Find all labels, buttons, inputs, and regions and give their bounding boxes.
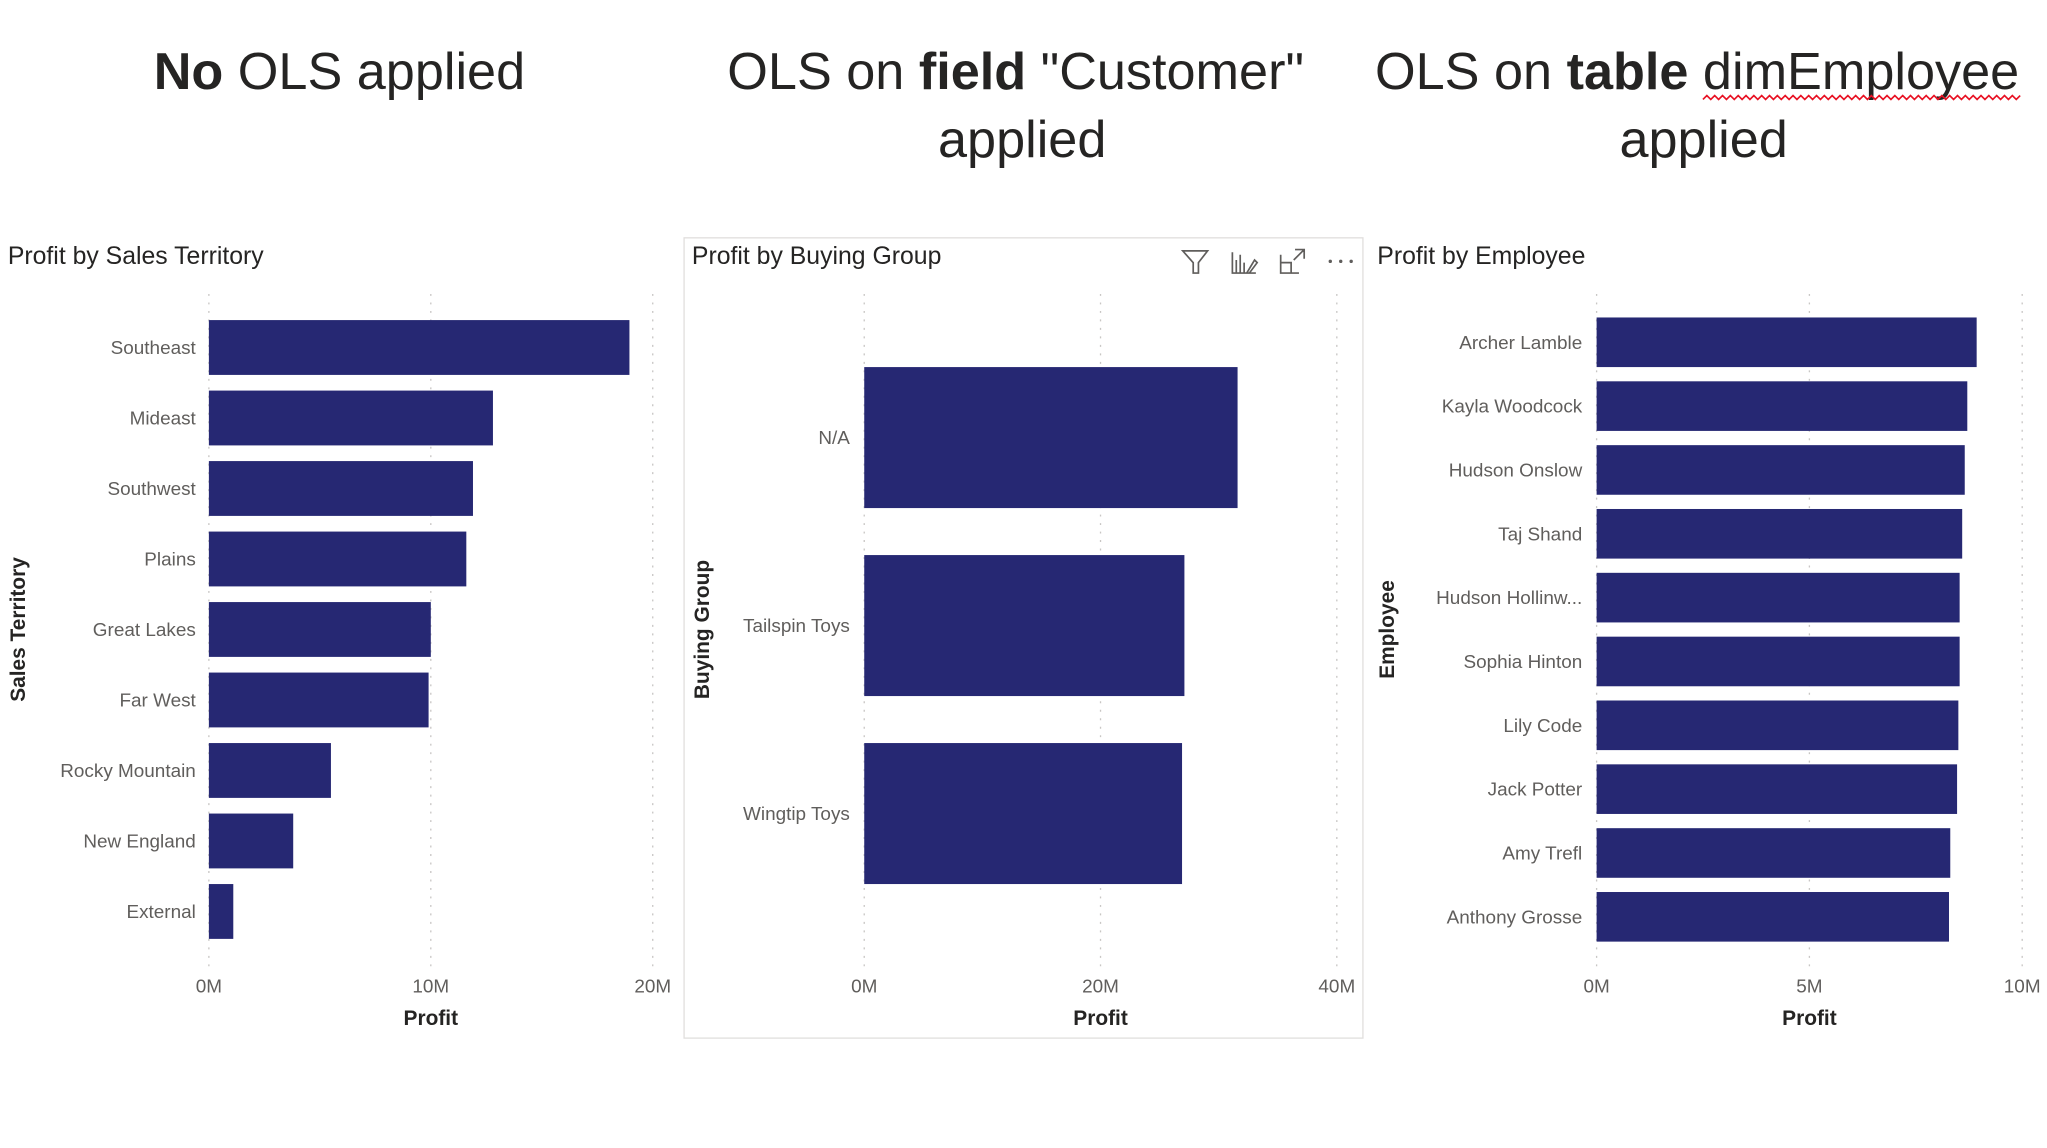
bar-far-west[interactable]: [208, 672, 429, 728]
x-tick-label: 0M: [851, 976, 877, 997]
category-label: Anthony Grosse: [1447, 907, 1583, 928]
analytics-pencil-icon[interactable]: [1227, 246, 1259, 277]
bar-new-england[interactable]: [208, 813, 294, 869]
visual-header: [1179, 246, 1355, 277]
x-axis-title: Profit: [1782, 1007, 1837, 1030]
bar-great-lakes[interactable]: [208, 602, 431, 657]
bar-kayla-woodcock[interactable]: [1596, 381, 1968, 431]
x-tick-label: 0M: [1583, 976, 1609, 997]
bar-hudson-hollinw[interactable]: [1596, 572, 1960, 623]
category-label: Taj Shand: [1498, 524, 1582, 545]
category-label: Hudson Hollinw...: [1436, 588, 1582, 609]
category-label: Wingtip Toys: [743, 804, 850, 825]
bar-plains[interactable]: [208, 531, 467, 587]
bar-mideast[interactable]: [208, 390, 493, 446]
heading-text: OLS applied: [223, 43, 525, 101]
spellcheck-word: dimEmployee: [1703, 43, 2019, 101]
category-label: Tailspin Toys: [743, 616, 850, 637]
heading-bold: field: [919, 43, 1026, 101]
bar-tailspin-toys[interactable]: [864, 555, 1185, 697]
bar-jack-potter[interactable]: [1596, 764, 1958, 814]
category-label: Southwest: [108, 479, 197, 500]
category-label: Southeast: [111, 338, 197, 359]
chart-title: Profit by Sales Territory: [8, 243, 264, 270]
heading-text: "Customer": [1026, 43, 1304, 101]
heading-bold: table: [1567, 43, 1689, 101]
category-label: Amy Trefl: [1502, 844, 1582, 865]
heading-ols-table-line2: applied: [1619, 111, 1787, 169]
bar-chart-3: Profit by Employee 0M 5M 10M Archer Lamble Ka…: [1376, 243, 2040, 1030]
filter-icon[interactable]: [1179, 246, 1210, 277]
heading-text: OLS on: [727, 43, 919, 101]
category-label: External: [126, 902, 195, 923]
x-tick-label: 10M: [2004, 976, 2041, 997]
x-tick-label: 0M: [196, 976, 222, 997]
heading-ols-field-line2: applied: [938, 111, 1106, 169]
category-label: Lily Code: [1503, 716, 1582, 737]
spellcheck-underline: [1702, 94, 2021, 101]
heading-ols-table: OLS on table dimEmployee: [1375, 43, 2019, 101]
bar-chart-2: Profit by Buying Group 0M 20M 40M N/A Tailspi…: [691, 243, 1355, 1030]
category-label: Hudson Onslow: [1449, 460, 1583, 481]
category-label: Mideast: [130, 409, 197, 430]
selected-visual-frame[interactable]: [683, 237, 1364, 1039]
bar-hudson-onslow[interactable]: [1596, 445, 1965, 495]
bar-archer-lamble[interactable]: [1596, 317, 1977, 368]
bar-southeast[interactable]: [208, 320, 630, 375]
bar-rocky-mountain[interactable]: [208, 743, 331, 798]
bar-sophia-hinton[interactable]: [1596, 636, 1960, 687]
category-label: Jack Potter: [1488, 780, 1583, 801]
more-options-icon[interactable]: [1324, 246, 1355, 277]
y-axis-title: Buying Group: [691, 560, 714, 699]
x-tick-label: 5M: [1796, 976, 1822, 997]
x-axis-title: Profit: [404, 1007, 459, 1030]
chart-title: Profit by Buying Group: [692, 243, 941, 270]
bar-amy-trefl[interactable]: [1596, 828, 1951, 878]
category-label: Sophia Hinton: [1463, 652, 1582, 673]
category-label: Rocky Mountain: [60, 761, 196, 782]
category-label: New England: [83, 831, 195, 852]
bar-southwest[interactable]: [208, 461, 473, 516]
category-label: Far West: [119, 691, 196, 712]
heading-bold: No: [154, 43, 224, 101]
category-label: Plains: [144, 550, 195, 571]
x-axis-title: Profit: [1073, 1007, 1128, 1030]
y-axis-title: Employee: [1376, 580, 1399, 679]
bar-anthony-grosse[interactable]: [1596, 892, 1949, 942]
x-tick-label: 20M: [1082, 976, 1119, 997]
bar-taj-shand[interactable]: [1596, 508, 1963, 559]
category-label: N/A: [818, 428, 850, 449]
y-axis-title: Sales Territory: [7, 557, 30, 702]
bar-chart-1: Profit by Sales Territory 0M 10M 20M Southea…: [7, 243, 671, 1030]
heading-text: [1688, 43, 1703, 101]
bar-lily-code[interactable]: [1596, 700, 1959, 751]
category-label: Great Lakes: [93, 620, 196, 641]
bar-external[interactable]: [208, 884, 234, 939]
x-tick-label: 10M: [412, 976, 449, 997]
x-tick-label: 40M: [1318, 976, 1355, 997]
category-label: Kayla Woodcock: [1442, 397, 1583, 418]
bar-wingtip-toys[interactable]: [864, 743, 1183, 885]
category-label: Archer Lamble: [1459, 333, 1582, 354]
x-tick-label: 20M: [634, 976, 671, 997]
heading-no-ols: No OLS applied: [154, 43, 525, 101]
focus-mode-icon[interactable]: [1277, 246, 1308, 277]
heading-text: OLS on: [1375, 43, 1567, 101]
heading-ols-field: OLS on field "Customer": [727, 43, 1304, 101]
chart-title: Profit by Employee: [1377, 243, 1585, 270]
bar-n-a[interactable]: [864, 367, 1238, 509]
